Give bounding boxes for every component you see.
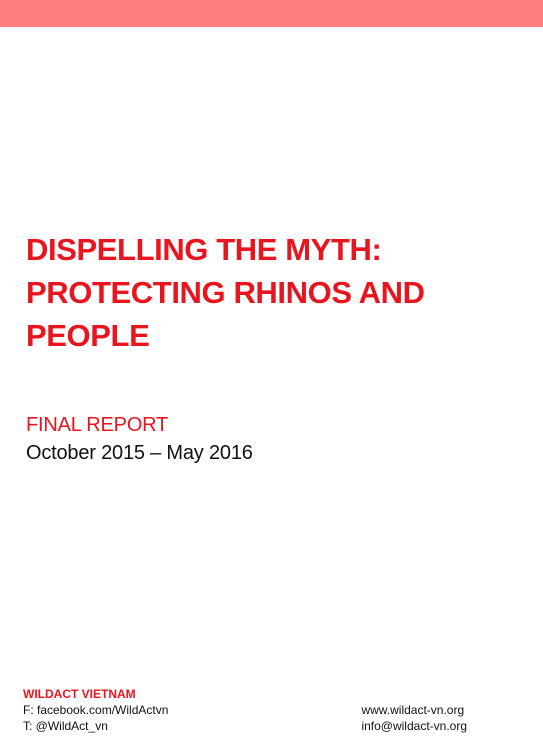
title-line-2: PROTECTING RHINOS AND [26,275,425,310]
footer-contact-left: WILDACT VIETNAM F: facebook.com/WildActv… [23,686,168,734]
title-line-1: DISPELLING THE MYTH: [26,232,382,267]
organization-name: WILDACT VIETNAM [23,687,136,701]
title-line-3: PEOPLE [26,318,150,353]
footer-contact-right: www.wildact-vn.org info@wildact-vn.org [361,702,467,734]
top-color-band [0,0,543,27]
twitter-contact: T: @WildAct_vn [23,719,108,733]
facebook-contact: F: facebook.com/WildActvn [23,703,169,717]
email-link[interactable]: info@wildact-vn.org [361,719,467,733]
document-title: DISPELLING THE MYTH: PROTECTING RHINOS A… [26,228,526,357]
report-type-label: FINAL REPORT [26,414,169,436]
report-date-range: October 2015 – May 2016 [26,442,253,464]
website-link[interactable]: www.wildact-vn.org [361,703,465,717]
